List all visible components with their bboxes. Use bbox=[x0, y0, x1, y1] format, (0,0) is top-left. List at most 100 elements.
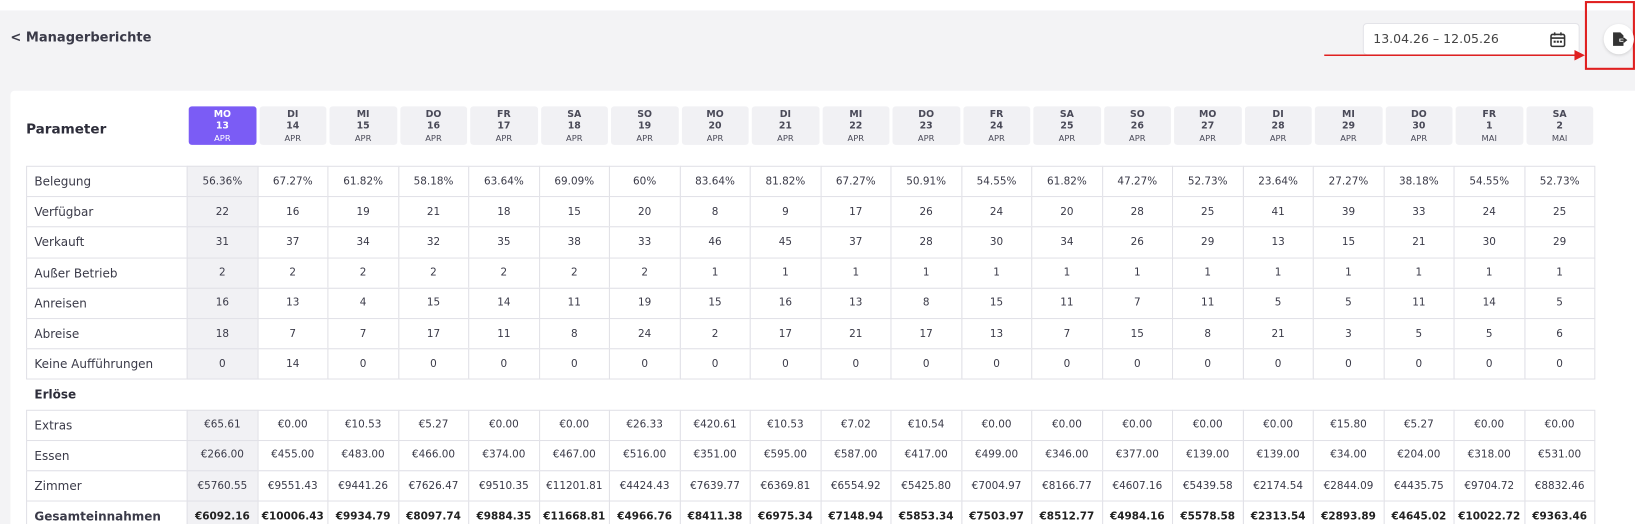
table-cell: 7 bbox=[1031, 318, 1103, 350]
day-number: 24 bbox=[990, 120, 1004, 132]
table-cell: 1 bbox=[1242, 257, 1314, 289]
table-cell: 38 bbox=[538, 226, 610, 259]
table-cell: 13 bbox=[820, 287, 892, 320]
table-cell: €595.00 bbox=[749, 439, 822, 472]
back-link[interactable]: < Managerberichte bbox=[10, 29, 152, 45]
month: MAI bbox=[1551, 133, 1568, 143]
table-cell: 1 bbox=[890, 257, 962, 289]
table-cell: €346.00 bbox=[1031, 439, 1103, 472]
table-cell: €10006.43 bbox=[257, 500, 329, 524]
row-label: Belegung bbox=[26, 165, 188, 198]
table-cell: 15 bbox=[1101, 318, 1174, 350]
table-cell: 34 bbox=[327, 226, 399, 259]
month: APR bbox=[706, 133, 724, 143]
table-cell: 16 bbox=[257, 196, 329, 228]
table-cell: 2 bbox=[679, 318, 751, 350]
table-cell: 30 bbox=[1453, 226, 1525, 259]
table-cell: 33 bbox=[1383, 196, 1455, 228]
export-button[interactable] bbox=[1603, 23, 1634, 55]
table-cell: 23.64% bbox=[1242, 165, 1314, 198]
day-header: MI 15 APR bbox=[329, 106, 397, 145]
day-of-week: MI bbox=[356, 109, 370, 120]
table-cell: 9 bbox=[749, 196, 822, 228]
table-cell: 81.82% bbox=[749, 165, 822, 198]
table-cell: 69.09% bbox=[538, 165, 610, 198]
table-cell: €9934.79 bbox=[327, 500, 399, 524]
month: APR bbox=[565, 133, 583, 143]
day-of-week: DO bbox=[425, 109, 442, 120]
table-cell: 15 bbox=[960, 287, 1033, 320]
table-cell: 2 bbox=[327, 257, 399, 289]
table-cell: 8 bbox=[679, 196, 751, 228]
table-cell: 8 bbox=[890, 287, 962, 320]
table-cell: 37 bbox=[820, 226, 892, 259]
table-cell: €6554.92 bbox=[820, 470, 892, 502]
table-cell: 24 bbox=[1453, 196, 1525, 228]
table-cell: €8097.74 bbox=[397, 500, 470, 524]
table-cell: 25 bbox=[1171, 196, 1244, 228]
row-label: Essen bbox=[26, 439, 188, 472]
table-cell: €9363.46 bbox=[1523, 500, 1596, 524]
date-range-input[interactable]: 13.04.26 – 12.05.26 bbox=[1362, 22, 1580, 56]
day-of-week: MI bbox=[849, 109, 863, 120]
month: APR bbox=[777, 133, 794, 143]
table-cell: €2893.89 bbox=[1312, 500, 1385, 524]
table-cell: 26 bbox=[1101, 226, 1174, 259]
table-cell: €516.00 bbox=[608, 439, 681, 472]
table-cell: €466.00 bbox=[397, 439, 470, 472]
table-cell: €377.00 bbox=[1101, 439, 1174, 472]
table-cell: 0 bbox=[1453, 348, 1525, 380]
day-of-week: DI bbox=[779, 109, 792, 120]
table-cell: 0 bbox=[468, 348, 540, 380]
table-cell: 83.64% bbox=[679, 165, 751, 198]
table-cell: 52.73% bbox=[1523, 165, 1596, 198]
table-cell: 54.55% bbox=[1453, 165, 1525, 198]
annotation-arrow bbox=[1324, 50, 1585, 61]
table-cell: 67.27% bbox=[820, 165, 892, 198]
table-cell: 33 bbox=[608, 226, 681, 259]
table-cell: 0 bbox=[1171, 348, 1244, 380]
table-cell: 15 bbox=[1312, 226, 1385, 259]
table-cell: €34.00 bbox=[1312, 439, 1385, 472]
month: APR bbox=[1340, 133, 1357, 143]
table-cell: €15.80 bbox=[1312, 409, 1385, 441]
row-label: Abreise bbox=[26, 318, 188, 350]
table-cell: €4424.43 bbox=[608, 470, 681, 502]
table-cell: 2 bbox=[538, 257, 610, 289]
table-cell: 25 bbox=[1523, 196, 1596, 228]
table-cell: €7.02 bbox=[820, 409, 892, 441]
row-label: Extras bbox=[26, 409, 188, 441]
day-number: 16 bbox=[426, 120, 441, 132]
table-cell: €5.27 bbox=[397, 409, 470, 441]
month: APR bbox=[284, 133, 301, 143]
table-cell: 19 bbox=[327, 196, 399, 228]
table-cell: 14 bbox=[468, 287, 540, 320]
table-cell: 2 bbox=[397, 257, 470, 289]
export-icon bbox=[1613, 32, 1628, 46]
table-cell: 52.73% bbox=[1171, 165, 1244, 198]
day-header: SO 19 APR bbox=[611, 106, 679, 145]
day-header: DO 30 APR bbox=[1385, 106, 1453, 145]
table-cell: 19 bbox=[608, 287, 681, 320]
table-cell: €7503.97 bbox=[960, 500, 1033, 524]
table-cell: 1 bbox=[1031, 257, 1103, 289]
table-cell: €455.00 bbox=[257, 439, 329, 472]
day-of-week: FR bbox=[497, 109, 511, 120]
table-cell: €65.61 bbox=[186, 409, 259, 441]
day-header: SA 18 APR bbox=[540, 106, 608, 145]
table-cell: 21 bbox=[397, 196, 470, 228]
table-cell: 3 bbox=[1312, 318, 1385, 350]
table-cell: 5 bbox=[1312, 287, 1385, 320]
table-cell: €5578.58 bbox=[1171, 500, 1244, 524]
table-cell: 2 bbox=[608, 257, 681, 289]
day-number: 2 bbox=[1556, 120, 1563, 132]
table-cell: 21 bbox=[1383, 226, 1455, 259]
table-cell: 13 bbox=[1242, 226, 1314, 259]
table-cell: 22 bbox=[186, 196, 259, 228]
table-cell: 1 bbox=[820, 257, 892, 289]
day-number: 28 bbox=[1271, 120, 1285, 132]
table-cell: 35 bbox=[468, 226, 540, 259]
table-cell: €266.00 bbox=[186, 439, 259, 472]
table-cell: 5 bbox=[1383, 318, 1455, 350]
table-cell: 4 bbox=[327, 287, 399, 320]
